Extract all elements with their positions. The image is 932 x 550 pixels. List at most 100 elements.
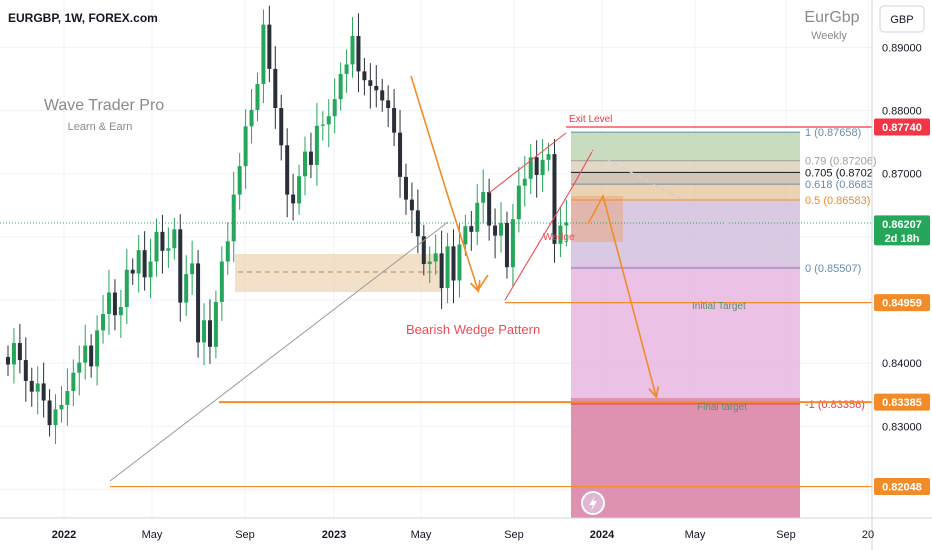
candle <box>552 154 557 244</box>
price-badge-label: 0.87740 <box>882 122 922 134</box>
candle <box>213 301 218 347</box>
fib-label: 1 (0.87658) <box>805 127 861 139</box>
candle <box>344 64 349 74</box>
candle <box>77 362 82 373</box>
lightning-icon <box>589 496 597 511</box>
wedge-retest-line <box>572 149 594 187</box>
candle <box>320 124 325 126</box>
x-axis-ticks: 2022 May Sep 2023 May Sep 2024 May Sep 20 <box>52 529 874 541</box>
candle <box>196 263 201 343</box>
candle <box>279 108 284 146</box>
price-badge-label: 0.82048 <box>882 482 922 494</box>
candle <box>380 90 385 101</box>
candle <box>285 145 290 195</box>
candle <box>540 159 545 175</box>
candle <box>89 345 94 367</box>
candle <box>130 269 135 274</box>
candle <box>261 24 266 85</box>
candle <box>427 261 432 265</box>
candle <box>504 222 509 268</box>
candle <box>314 125 319 165</box>
y-tick-label: 0.89000 <box>882 42 922 54</box>
initial-target-label: Initial Target <box>692 301 746 312</box>
candle <box>564 222 569 226</box>
candle <box>332 99 337 117</box>
x-tick-label: 2024 <box>590 529 615 541</box>
target-arrow <box>587 193 656 396</box>
candle <box>47 400 52 426</box>
candle <box>148 261 153 278</box>
candle <box>386 100 391 109</box>
price-badge-bg <box>874 215 930 246</box>
candle <box>41 383 46 401</box>
candle <box>190 263 195 275</box>
wedge-upper-line <box>488 132 567 194</box>
pattern-label: Bearish Wedge Pattern <box>406 322 540 337</box>
x-tick-label: Sep <box>776 529 796 541</box>
x-tick-label: May <box>411 529 432 541</box>
candle <box>11 343 16 365</box>
candle <box>202 320 207 343</box>
candle <box>267 24 272 69</box>
candle <box>172 229 177 249</box>
candle <box>546 154 551 160</box>
candle <box>392 108 397 133</box>
candle <box>59 404 64 410</box>
fib-label: 0.618 (0.8683 <box>805 179 873 191</box>
symbol-title: EURGBP, 1W, FOREX.com <box>8 11 158 25</box>
lightning-badge[interactable] <box>581 491 605 515</box>
candle <box>231 194 236 242</box>
x-tick-label: Sep <box>504 529 524 541</box>
price-badge: 0.83385 <box>874 393 930 411</box>
candle <box>53 409 58 426</box>
candle <box>118 307 123 316</box>
impulse-arrow <box>410 75 478 290</box>
candle <box>487 192 492 226</box>
candle <box>415 210 420 237</box>
candle <box>160 231 165 251</box>
candle <box>326 116 331 125</box>
candle <box>308 151 313 165</box>
candle <box>207 320 212 347</box>
fib-zone <box>571 160 800 173</box>
candle <box>83 345 88 363</box>
candle <box>101 313 106 331</box>
y-tick-label: 0.84000 <box>882 358 922 370</box>
candle <box>95 330 100 367</box>
candle <box>154 231 159 262</box>
candle <box>124 269 129 308</box>
long-trendline <box>109 221 449 482</box>
candle <box>439 253 444 289</box>
x-tick-label: May <box>685 529 706 541</box>
y-tick-label: 0.88000 <box>882 106 922 118</box>
candle <box>368 80 373 86</box>
candle <box>493 225 498 236</box>
fib-label: -1 (0.83356) <box>805 399 865 411</box>
x-tick-label: 2023 <box>322 529 346 541</box>
y-axis-ticks: 0.890000.880000.870000.860000.850000.840… <box>882 42 922 496</box>
price-badge-bg <box>874 118 930 136</box>
price-badge-label: 0.86207 <box>882 219 922 231</box>
candle <box>35 383 40 392</box>
candle <box>451 246 456 281</box>
candle <box>356 36 361 72</box>
candle <box>273 68 278 109</box>
candle <box>71 372 76 392</box>
projection-line <box>573 141 801 263</box>
fib-zone <box>571 184 800 201</box>
candle <box>445 246 450 289</box>
candle <box>17 343 22 361</box>
price-badge: 0.82048 <box>874 478 930 496</box>
x-tick-label: 20 <box>862 529 874 541</box>
candle <box>421 236 426 265</box>
currency-button[interactable]: GBP <box>879 5 925 33</box>
candle <box>528 157 533 179</box>
candle <box>469 226 474 232</box>
candle <box>350 36 355 65</box>
final-target-zone <box>571 398 800 518</box>
candle <box>457 244 462 281</box>
candle <box>243 126 248 167</box>
price-badge-label: 0.84959 <box>882 298 922 310</box>
